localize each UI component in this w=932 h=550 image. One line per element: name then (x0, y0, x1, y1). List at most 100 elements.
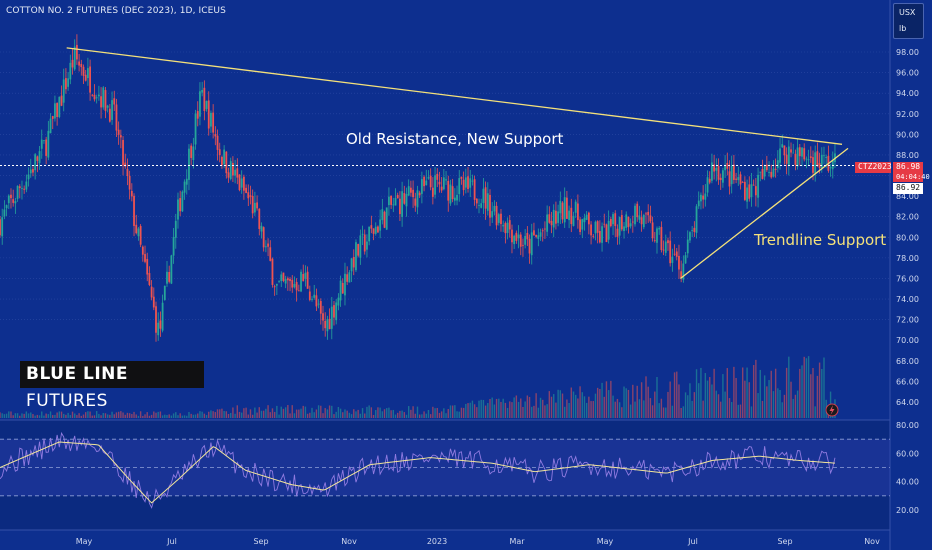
volume-bar (487, 403, 489, 418)
volume-bar (803, 356, 805, 418)
unit-currency: USX (899, 8, 916, 17)
volume-bar (636, 385, 638, 418)
candle-body (359, 235, 362, 258)
unit-selector[interactable]: USX lb (893, 3, 924, 39)
volume-bar (427, 409, 430, 418)
volume-bar (346, 410, 348, 418)
trendline-support[interactable] (680, 147, 849, 279)
volume-bar (702, 400, 704, 418)
candle-body (680, 271, 683, 279)
volume-bar (41, 411, 43, 418)
candle-body (715, 167, 718, 171)
volume-bar (647, 386, 649, 418)
volume-bar (16, 413, 19, 418)
volume-bar (183, 415, 186, 418)
candle-body (563, 197, 566, 223)
volume-bar (553, 394, 555, 418)
candle-body (612, 214, 614, 225)
candle-body (32, 168, 34, 173)
volume-bar (467, 403, 469, 418)
volume-bar (8, 411, 10, 418)
candle-body (21, 188, 23, 189)
volume-bar (245, 407, 247, 418)
candle-body (84, 74, 87, 81)
candle-body (43, 140, 45, 142)
candle-body (385, 207, 388, 230)
volume-bar (337, 406, 340, 418)
candle-body (605, 224, 608, 243)
volume-bar (412, 406, 414, 418)
candle-body (324, 320, 327, 329)
candle-body (579, 219, 581, 232)
candle-body (814, 152, 817, 175)
candle-body (210, 112, 212, 127)
volume-bar (199, 411, 201, 418)
volume-bar (612, 395, 614, 418)
candle-body (350, 258, 353, 272)
candle-body (818, 163, 821, 169)
candle-body (623, 226, 625, 231)
candle-body (146, 258, 149, 275)
candle-body (311, 298, 313, 300)
volume-bar (447, 409, 449, 418)
candle-body (513, 235, 516, 245)
volume-bar (542, 399, 544, 418)
volume-bar (208, 411, 210, 418)
candle-body (572, 215, 575, 226)
volume-bar (124, 414, 126, 418)
candle-body (478, 205, 480, 206)
volume-bar (366, 406, 368, 418)
volume-bar (443, 408, 445, 418)
volume-bar (504, 402, 507, 418)
candle-body (245, 187, 247, 193)
lightning-icon[interactable] (825, 403, 839, 417)
volume-bar (302, 405, 304, 418)
candle-body (484, 187, 487, 209)
candle-body (7, 195, 10, 204)
candle-body (449, 184, 452, 204)
volume-bar (67, 412, 69, 418)
volume-bar (212, 411, 214, 418)
candle-body (229, 161, 232, 180)
volume-bar (273, 411, 276, 418)
candle-body (339, 280, 342, 301)
volume-bar (566, 399, 568, 418)
volume-bar (416, 406, 419, 418)
price-tick-label: 82.00 (896, 213, 919, 222)
candle-body (548, 214, 551, 223)
volume-bar (462, 407, 465, 418)
candle-body (273, 286, 276, 288)
candle-body (330, 306, 333, 329)
candle-body (482, 188, 485, 203)
candle-body (673, 253, 676, 255)
volume-bar (377, 407, 379, 418)
trendline-resistance[interactable] (66, 47, 843, 145)
volume-bar (513, 397, 515, 418)
volume-bar (370, 407, 373, 418)
candle-body (427, 177, 430, 179)
volume-bar (665, 407, 667, 418)
brand-part1: BLUE LINE (26, 364, 129, 384)
volume-bar (300, 408, 302, 418)
candle-body (781, 144, 784, 148)
volume-bar (249, 409, 252, 418)
candle-body (798, 147, 801, 157)
candle-body (227, 172, 230, 178)
candle-body (447, 180, 450, 201)
volume-bar (89, 411, 91, 418)
volume-bar (32, 414, 34, 418)
candle-body (412, 189, 414, 198)
volume-bar (524, 401, 526, 418)
candle-body (25, 181, 28, 190)
rsi-line (0, 431, 836, 509)
volume-bar (704, 373, 707, 418)
volume-bar (131, 414, 133, 418)
volume-bar (544, 405, 546, 418)
candle-body (218, 149, 221, 156)
volume-bar (739, 404, 742, 418)
candle-body (168, 272, 171, 282)
candle-body (524, 235, 527, 245)
volume-bar (713, 368, 715, 418)
volume-bar (759, 369, 761, 418)
